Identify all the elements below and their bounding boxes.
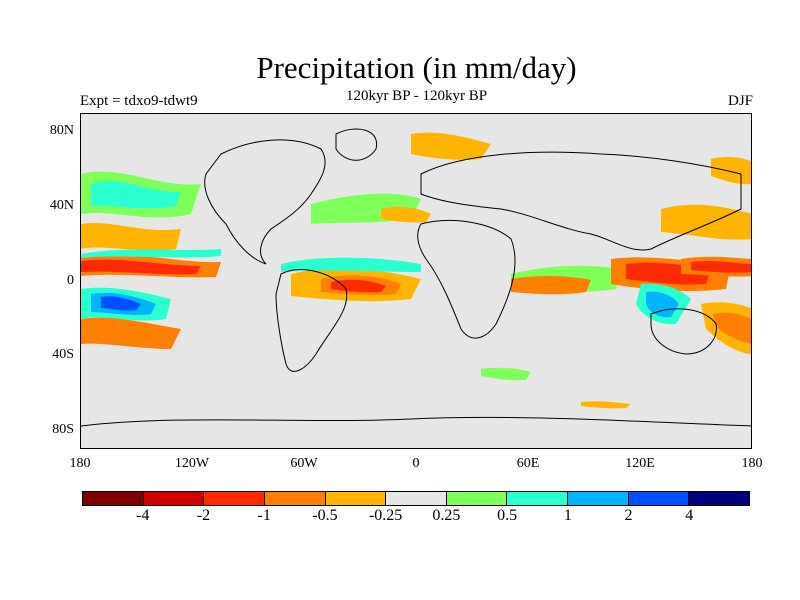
- colorbar-label: -0.5: [312, 507, 338, 524]
- colorbar-label: 0.25: [432, 507, 461, 524]
- africa-outline: [417, 219, 516, 339]
- colorbar-segment: [386, 492, 447, 505]
- colorbar-label: 1: [563, 507, 572, 524]
- colorbar-segment: [83, 492, 144, 505]
- lon-tick-label: 60W: [290, 456, 318, 471]
- experiment-label: Expt = tdxo9-tdwt9: [80, 93, 198, 109]
- greenland-outline: [335, 128, 378, 161]
- antarctica-outline: [81, 416, 751, 427]
- lon-tick-label: 120E: [625, 456, 655, 471]
- anomaly-patch: [91, 181, 181, 209]
- precipitation-map: [80, 113, 752, 449]
- lon-tick-label: 120W: [174, 456, 210, 471]
- anomaly-fields: [81, 132, 751, 409]
- anomaly-patch: [661, 204, 751, 240]
- anomaly-patch: [511, 276, 591, 295]
- colorbar-label: -4: [136, 507, 150, 524]
- lon-tick-label: 180: [69, 456, 91, 471]
- coastlines: [81, 128, 751, 427]
- colorbar-segment: [204, 492, 265, 505]
- map-canvas: [81, 128, 751, 427]
- lon-tick-label: 180: [741, 456, 763, 471]
- lat-tick-label: 80S: [52, 422, 74, 437]
- anomaly-patch: [331, 279, 386, 293]
- south-america-outline: [275, 269, 348, 372]
- anomaly-patch: [713, 312, 751, 344]
- anomaly-patch: [691, 261, 751, 273]
- anomaly-patch: [81, 317, 181, 349]
- map-subtitle: 120kyr BP - 120kyr BP: [345, 88, 488, 104]
- north-america-outline: [204, 139, 326, 265]
- anomaly-patch: [581, 401, 631, 409]
- lat-tick-label: 0: [67, 273, 74, 288]
- colorbar-label: -1: [257, 507, 271, 524]
- colorbar-segment: [689, 492, 750, 505]
- lon-tick-label: 60E: [516, 456, 540, 471]
- colorbar-segment: [446, 492, 508, 505]
- map-title: Precipitation (in mm/day): [256, 50, 577, 85]
- colorbar-label: 4: [685, 507, 694, 524]
- anomaly-patch: [101, 296, 141, 311]
- anomaly-patch: [411, 132, 491, 160]
- colorbar-label: 0.5: [497, 507, 518, 524]
- anomaly-patch: [381, 206, 431, 223]
- colorbar-label: 2: [624, 507, 633, 524]
- eurasia-outline: [420, 151, 742, 251]
- lat-tick-label: 40S: [52, 347, 74, 362]
- colorbar-segment: [143, 492, 205, 505]
- colorbar-label: -2: [196, 507, 211, 524]
- colorbar-segment: [507, 492, 569, 505]
- anomaly-patch: [281, 257, 421, 272]
- anomaly-patch: [711, 156, 751, 185]
- season-label: DJF: [727, 93, 753, 109]
- colorbar-segment: [264, 492, 326, 505]
- colorbar: [82, 491, 750, 506]
- lat-tick-label: 40N: [49, 198, 74, 213]
- colorbar-label: -0.25: [368, 507, 403, 524]
- colorbar-segment: [628, 492, 690, 505]
- colorbar-segment: [568, 492, 629, 505]
- anomaly-patch: [81, 222, 181, 251]
- anomaly-patch: [81, 249, 221, 258]
- colorbar-segment: [325, 492, 387, 505]
- lat-tick-label: 80N: [49, 123, 74, 138]
- anomaly-patch: [481, 367, 531, 381]
- lon-tick-label: 0: [412, 456, 420, 471]
- australia-outline: [650, 308, 717, 355]
- anomaly-patch: [81, 259, 201, 275]
- anomaly-patch: [646, 291, 679, 318]
